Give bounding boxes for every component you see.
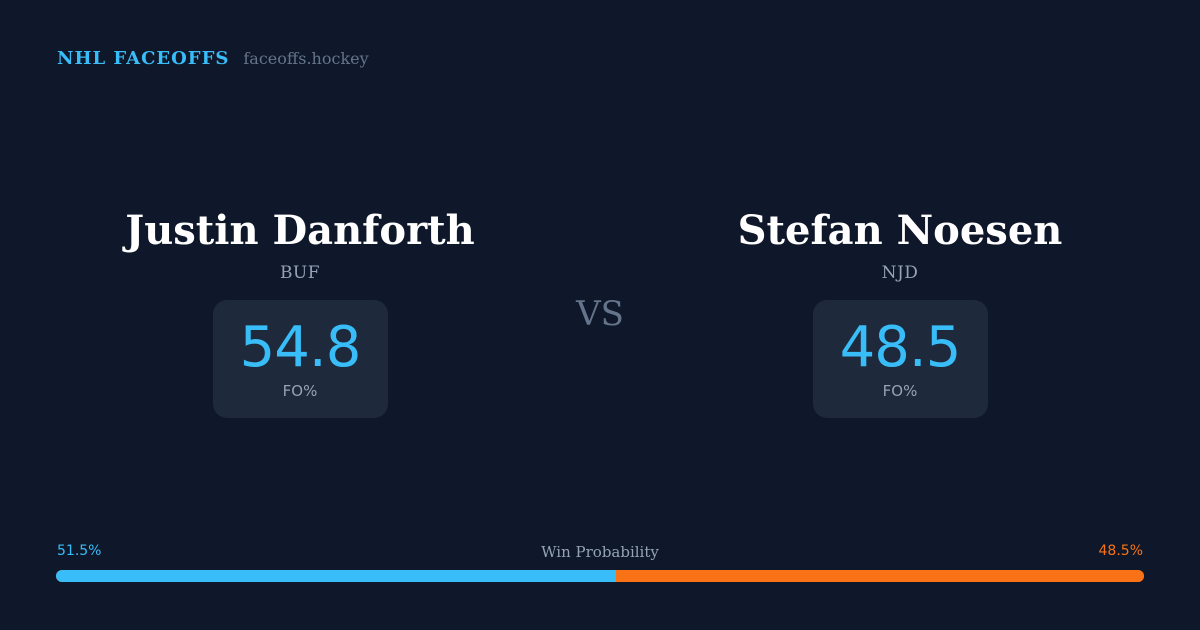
faceoff-percentage-label: FO%: [282, 382, 318, 400]
player-card-right: Stefan Noesen NJD 48.5 FO%: [670, 205, 1130, 418]
player-card-left: Justin Danforth BUF 54.8 FO%: [70, 205, 530, 418]
win-probability-labels: 51.5% Win Probability 48.5%: [57, 543, 1143, 563]
versus-label: VS: [576, 294, 624, 334]
faceoff-percentage-label: FO%: [882, 382, 918, 400]
win-probability-right-value: 48.5%: [1098, 543, 1143, 559]
win-probability-left-value: 51.5%: [57, 543, 102, 559]
win-probability-bar: [56, 570, 1144, 582]
win-probability-fill-right: [616, 570, 1144, 582]
player-name: Stefan Noesen: [737, 207, 1063, 254]
faceoff-stat-box: 48.5 FO%: [812, 300, 988, 418]
faceoff-stat-box: 54.8 FO%: [212, 300, 388, 418]
player-name: Justin Danforth: [125, 207, 475, 254]
win-probability-fill-left: [56, 570, 617, 582]
player-team: BUF: [279, 263, 321, 283]
player-team: NJD: [881, 263, 919, 283]
brand-header: NHL FACEOFFS faceoffs.hockey: [57, 48, 369, 69]
faceoff-percentage-value: 48.5: [839, 315, 962, 380]
brand-domain[interactable]: faceoffs.hockey: [243, 49, 369, 68]
win-probability-title: Win Probability: [541, 543, 659, 561]
brand-title[interactable]: NHL FACEOFFS: [57, 48, 230, 69]
faceoff-percentage-value: 54.8: [239, 315, 362, 380]
